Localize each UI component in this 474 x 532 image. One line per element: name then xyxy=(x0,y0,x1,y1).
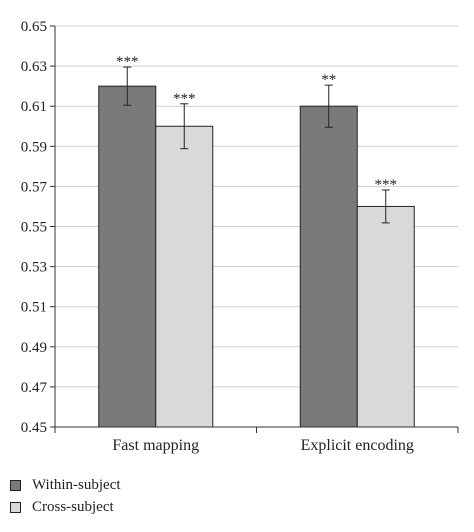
legend-swatch-cross-subject xyxy=(10,501,21,513)
significance-label: ** xyxy=(321,72,336,88)
bars xyxy=(98,85,415,428)
axes: 0.45 0.47 0.49 0.51 0.53 0.55 0.57 0.59 0.61 0.63… xyxy=(21,19,459,454)
y-tick-label: 0.47 xyxy=(21,380,48,396)
significance-label: *** xyxy=(375,177,398,193)
bar xyxy=(98,85,157,428)
bar-chart: *********** 0.450.470.490.510.530.550.57… xyxy=(21,19,459,454)
y-tick-label: 0.63 xyxy=(21,59,47,75)
x-tick-label: Fast mapping xyxy=(112,437,199,454)
y-tick-label: 0.55 xyxy=(21,220,47,236)
significance-labels: *********** xyxy=(116,54,397,193)
bar xyxy=(299,105,358,428)
y-tick-label: 0.65 xyxy=(21,19,47,35)
bar xyxy=(155,125,214,428)
y-tick-label: 0.59 xyxy=(21,139,47,155)
significance-label: *** xyxy=(116,54,139,70)
y-tick-label: 0.51 xyxy=(21,300,47,316)
legend-label-within-subject: Within-subject xyxy=(32,476,121,493)
legend-label-cross-subject: Cross-subject xyxy=(32,498,114,515)
y-tick-label: 0.45 xyxy=(21,420,47,436)
y-tick-label: 0.49 xyxy=(21,340,47,356)
error-bars xyxy=(123,66,390,224)
y-tick-label: 0.57 xyxy=(21,179,48,195)
legend-swatch-within-subject xyxy=(10,479,21,491)
significance-label: *** xyxy=(173,91,196,107)
y-tick-label: 0.61 xyxy=(21,99,47,115)
legend-item-cross-subject: Cross-subject xyxy=(10,496,121,518)
legend: Within-subject Cross-subject xyxy=(10,474,121,518)
legend-item-within-subject: Within-subject xyxy=(10,474,121,496)
bar xyxy=(356,205,415,428)
y-tick-label: 0.53 xyxy=(21,260,47,276)
x-tick-label: Explicit encoding xyxy=(301,437,414,454)
